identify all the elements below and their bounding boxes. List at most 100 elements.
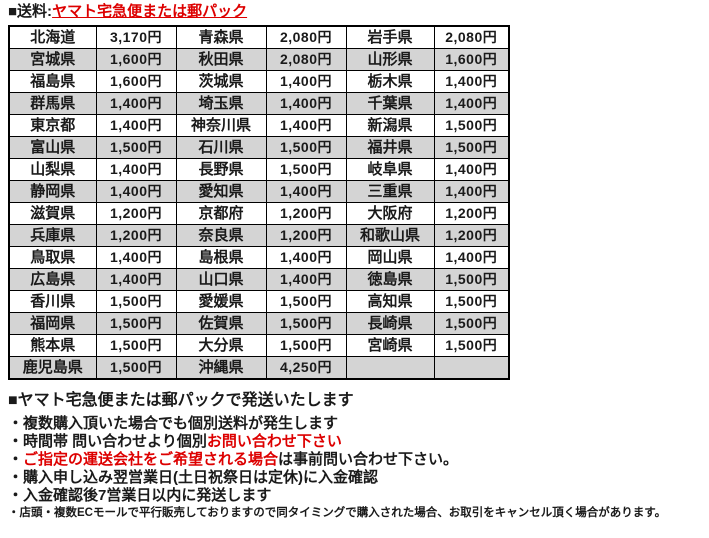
price-cell: 1,400円 (95, 268, 177, 291)
price-cell: 1,500円 (265, 158, 347, 181)
prefecture-cell: 長崎県 (345, 312, 435, 335)
prefecture-cell: 大分県 (175, 334, 267, 357)
prefecture-cell: 熊本県 (8, 334, 97, 357)
prefecture-cell: 群馬県 (8, 92, 97, 115)
price-cell: 1,500円 (95, 356, 177, 380)
prefecture-cell: 宮崎県 (345, 334, 435, 357)
note-text-red: ご指定の運送会社をご希望される場合 (23, 451, 279, 468)
price-cell: 1,500円 (265, 136, 347, 159)
price-cell: 1,500円 (433, 312, 510, 335)
prefecture-cell: 滋賀県 (8, 202, 97, 225)
price-cell: 1,400円 (265, 268, 347, 291)
price-cell: 1,600円 (95, 48, 177, 71)
price-cell (433, 356, 510, 380)
note-line: ・複数購入頂いた場合でも個別送料が発生します (8, 415, 709, 433)
price-cell: 2,080円 (265, 48, 347, 71)
price-cell: 1,400円 (433, 92, 510, 115)
price-cell: 1,500円 (95, 312, 177, 335)
prefecture-cell: 埼玉県 (175, 92, 267, 115)
price-cell: 1,200円 (433, 224, 510, 247)
prefecture-cell: 宮城県 (8, 48, 97, 71)
note-text-red: お問い合わせ下さい (206, 433, 342, 450)
price-cell: 4,250円 (265, 356, 347, 380)
price-cell: 1,500円 (433, 290, 510, 313)
price-cell: 1,400円 (265, 92, 347, 115)
prefecture-cell (345, 356, 435, 380)
table-row: 東京都 1,400円 神奈川県 1,400円 新潟県 1,500円 (8, 114, 510, 137)
price-cell: 1,400円 (95, 158, 177, 181)
table-row: 鹿児島県 1,500円 沖縄県 4,250円 (8, 356, 510, 380)
prefecture-cell: 和歌山県 (345, 224, 435, 247)
prefecture-cell: 京都府 (175, 202, 267, 225)
table-row: 熊本県 1,500円 大分県 1,500円 宮崎県 1,500円 (8, 334, 510, 357)
price-cell: 1,500円 (433, 136, 510, 159)
table-row: 福岡県 1,500円 佐賀県 1,500円 長崎県 1,500円 (8, 312, 510, 335)
price-cell: 1,200円 (433, 202, 510, 225)
note-line: ・時間帯 問い合わせより個別お問い合わせ下さい (8, 433, 709, 451)
prefecture-cell: 香川県 (8, 290, 97, 313)
prefecture-cell: 青森県 (175, 25, 267, 49)
prefecture-cell: 山口県 (175, 268, 267, 291)
prefecture-cell: 山形県 (345, 48, 435, 71)
note-text: ・時間帯 問い合わせより個別 (8, 433, 207, 450)
price-cell: 1,600円 (433, 48, 510, 71)
prefecture-cell: 栃木県 (345, 70, 435, 93)
table-row: 広島県 1,400円 山口県 1,400円 徳島県 1,500円 (8, 268, 510, 291)
table-row: 福島県 1,600円 茨城県 1,400円 栃木県 1,400円 (8, 70, 510, 93)
price-cell: 1,500円 (95, 334, 177, 357)
price-cell: 1,500円 (433, 268, 510, 291)
price-cell: 1,400円 (265, 70, 347, 93)
note-line: ・店頭・複数ECモールで平行販売しておりますので同タイミングで購入された場合、お… (8, 505, 709, 521)
prefecture-cell: 三重県 (345, 180, 435, 203)
price-cell: 1,500円 (95, 290, 177, 313)
note-line: ・ご指定の運送会社をご希望される場合は事前問い合わせ下さい。 (8, 451, 709, 469)
price-cell: 1,400円 (433, 70, 510, 93)
notes-section: ■ヤマト宅急便または郵パックで発送いたします ・複数購入頂いた場合でも個別送料が… (8, 391, 709, 521)
table-row: 鳥取県 1,400円 島根県 1,400円 岡山県 1,400円 (8, 246, 510, 269)
price-cell: 1,400円 (95, 114, 177, 137)
prefecture-cell: 神奈川県 (175, 114, 267, 137)
prefecture-cell: 東京都 (8, 114, 97, 137)
prefecture-cell: 静岡県 (8, 180, 97, 203)
prefecture-cell: 北海道 (8, 25, 97, 49)
price-cell: 1,200円 (95, 224, 177, 247)
table-row: 富山県 1,500円 石川県 1,500円 福井県 1,500円 (8, 136, 510, 159)
note-text: ・複数購入頂いた場合でも個別送料が発生します (8, 415, 339, 432)
note-line: ・購入申し込み翌営業日(土日祝祭日は定休)に入金確認 (8, 469, 709, 487)
prefecture-cell: 広島県 (8, 268, 97, 291)
price-cell: 1,400円 (433, 158, 510, 181)
prefecture-cell: 奈良県 (175, 224, 267, 247)
shipping-info-page: ■送料:ヤマト宅急便または郵パック 北海道 3,170円 青森県 2,080円 岩手県 2… (8, 2, 709, 521)
note-text: ・店頭・複数ECモールで平行販売しておりますので同タイミングで購入された場合、お… (8, 507, 667, 519)
price-cell: 1,500円 (433, 334, 510, 357)
table-row: 香川県 1,500円 愛媛県 1,500円 高知県 1,500円 (8, 290, 510, 313)
prefecture-cell: 鳥取県 (8, 246, 97, 269)
prefecture-cell: 徳島県 (345, 268, 435, 291)
prefecture-cell: 茨城県 (175, 70, 267, 93)
prefecture-cell: 長野県 (175, 158, 267, 181)
price-cell: 2,080円 (265, 25, 347, 49)
prefecture-cell: 富山県 (8, 136, 97, 159)
table-row: 静岡県 1,400円 愛知県 1,400円 三重県 1,400円 (8, 180, 510, 203)
page-title: ■送料:ヤマト宅急便または郵パック (8, 2, 709, 22)
price-cell: 1,200円 (265, 202, 347, 225)
price-cell: 1,500円 (265, 334, 347, 357)
price-cell: 1,400円 (265, 180, 347, 203)
prefecture-cell: 愛知県 (175, 180, 267, 203)
prefecture-cell: 新潟県 (345, 114, 435, 137)
shipping-fee-table: 北海道 3,170円 青森県 2,080円 岩手県 2,080円 宮城県 1,600円 秋田県 2… (8, 25, 510, 380)
title-highlight: ヤマト宅急便または郵パック (52, 3, 248, 20)
note-text: ・入金確認後7営業日以内に発送します (8, 487, 272, 504)
price-cell: 1,200円 (265, 224, 347, 247)
prefecture-cell: 沖縄県 (175, 356, 267, 380)
note-line: ・入金確認後7営業日以内に発送します (8, 487, 709, 505)
prefecture-cell: 岩手県 (345, 25, 435, 49)
prefecture-cell: 鹿児島県 (8, 356, 97, 380)
notes-heading: ■ヤマト宅急便または郵パックで発送いたします (8, 392, 354, 409)
note-text: は事前問い合わせ下さい。 (278, 451, 459, 468)
price-cell: 1,500円 (265, 312, 347, 335)
price-cell: 1,400円 (95, 246, 177, 269)
prefecture-cell: 福岡県 (8, 312, 97, 335)
table-row: 滋賀県 1,200円 京都府 1,200円 大阪府 1,200円 (8, 202, 510, 225)
prefecture-cell: 高知県 (345, 290, 435, 313)
